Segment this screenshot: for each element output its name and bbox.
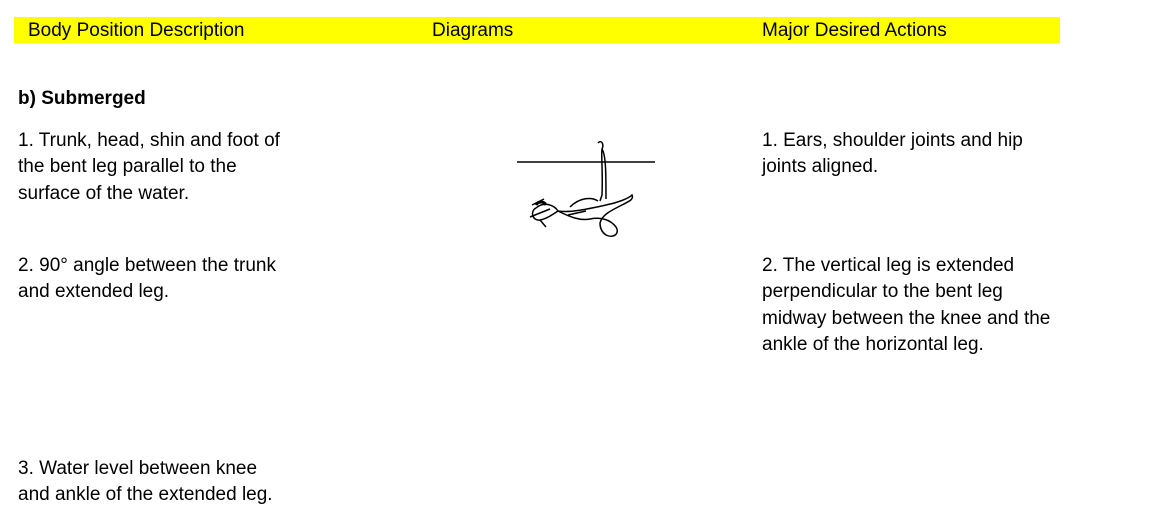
action-line: midway between the knee and the [762, 307, 1051, 329]
position-line: and extended leg. [18, 281, 170, 303]
position-line: and ankle of the extended leg. [18, 484, 273, 506]
action-line: perpendicular to the bent leg [762, 281, 1003, 303]
header-cell: Diagrams [432, 20, 514, 41]
position-line: 3. Water level between knee [18, 458, 258, 479]
header-cell: Major Desired Actions [762, 20, 947, 41]
header-cell: Body Position Description [28, 20, 245, 41]
action-line: 1. Ears, shoulder joints and hip [762, 130, 1023, 151]
diagram [517, 140, 655, 238]
action-line: ankle of the horizontal leg. [762, 333, 984, 355]
section-title: b) Submerged [18, 88, 146, 109]
position-line: surface of the water. [18, 182, 190, 204]
action-line: 2. The vertical leg is extended [762, 255, 1015, 276]
header-bar [14, 17, 1060, 43]
position-line: 1. Trunk, head, shin and foot of [18, 130, 280, 151]
action-line: joints aligned. [762, 156, 879, 178]
position-line: 2. 90° angle between the trunk [18, 255, 276, 276]
position-line: the bent leg parallel to the [18, 156, 237, 178]
